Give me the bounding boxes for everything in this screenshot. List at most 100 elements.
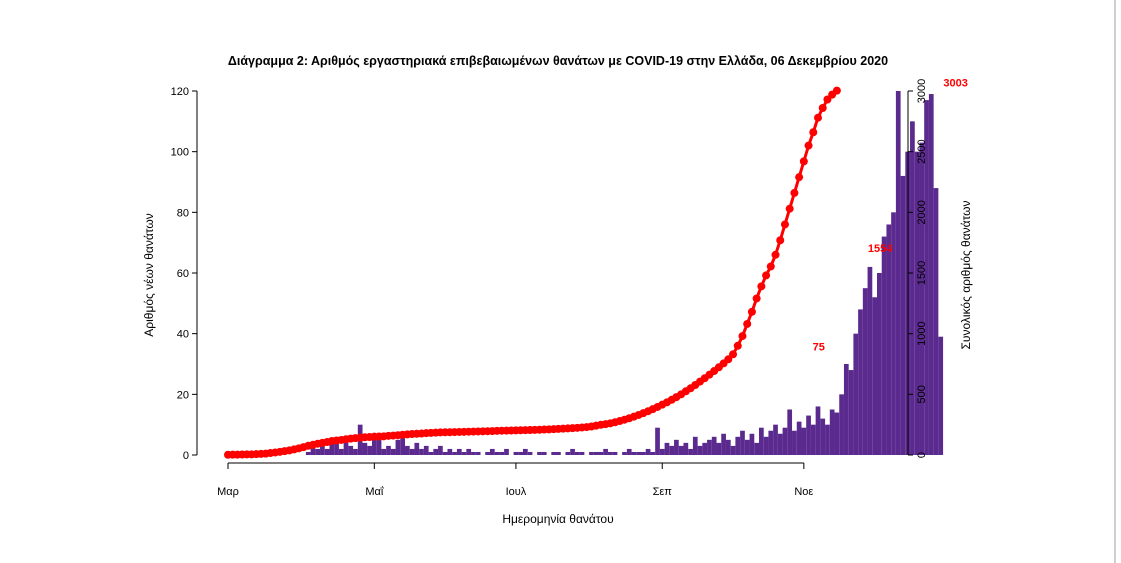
bar [489, 448, 495, 455]
bar [711, 436, 717, 455]
bar [419, 448, 424, 455]
annotation-label: 3003 [943, 78, 967, 90]
bar [773, 424, 778, 455]
bar [381, 448, 387, 455]
bar [409, 448, 415, 455]
bar [305, 451, 311, 455]
bar [371, 439, 377, 455]
bar [589, 451, 594, 455]
bar [735, 436, 741, 455]
bar [777, 433, 783, 455]
bar [329, 439, 335, 455]
bar [603, 448, 608, 455]
bar [721, 433, 726, 455]
cumulative-point [814, 113, 822, 122]
bar [674, 439, 679, 455]
bar [556, 451, 561, 455]
bar [570, 448, 575, 455]
bar [829, 409, 835, 455]
bar [518, 451, 523, 455]
bar [466, 448, 472, 455]
bar [438, 445, 443, 455]
bar [659, 448, 665, 455]
bar [678, 445, 684, 455]
cumulative-point [795, 173, 804, 182]
cumulative-point [780, 220, 789, 229]
page-edge-rule [1114, 0, 1116, 563]
bar [669, 445, 675, 455]
bar [523, 448, 528, 455]
cumulative-point [785, 204, 794, 213]
y-tick-label: 40 [177, 329, 189, 341]
bar [895, 91, 901, 455]
cumulative-point [757, 282, 766, 291]
bar [688, 448, 693, 455]
bar [867, 266, 873, 455]
bar [551, 451, 557, 455]
bar [348, 445, 354, 455]
cumulative-point [832, 86, 841, 95]
cumulative-point [747, 307, 756, 316]
bar [461, 451, 467, 455]
bar [456, 448, 462, 455]
bar [376, 433, 382, 455]
bar [631, 451, 637, 455]
cumulative-line [227, 89, 838, 457]
bar [504, 448, 509, 455]
bar [641, 451, 646, 455]
bar [702, 442, 708, 455]
bar [881, 236, 887, 455]
bar [579, 451, 585, 455]
x-tick-label: Ιουλ [506, 486, 527, 498]
cumulative-point [752, 294, 761, 303]
bar [645, 448, 651, 455]
y2-tick-label: 1500 [916, 261, 928, 285]
bar [900, 175, 906, 455]
y-tick-label: 60 [177, 268, 189, 280]
cumulative-point [790, 188, 799, 197]
bar [324, 448, 330, 455]
bar [928, 94, 934, 456]
bar [919, 142, 925, 456]
y-tick-label: 0 [183, 450, 189, 462]
cumulative-series [224, 86, 841, 459]
bar [612, 451, 618, 455]
bar [744, 439, 750, 455]
bar [716, 442, 722, 455]
annotation-label: 1554 [868, 243, 893, 255]
bar [834, 412, 840, 455]
y2-tick-label: 0 [916, 452, 928, 458]
bar [499, 451, 505, 455]
bar [593, 451, 599, 455]
bar [414, 442, 420, 455]
bar [423, 445, 429, 455]
bar [664, 442, 670, 455]
cumulative-point [738, 332, 747, 341]
y-tick-label: 80 [177, 207, 189, 219]
bar [697, 445, 703, 455]
bar [626, 448, 632, 455]
y-tick-label: 100 [171, 147, 189, 159]
bar [320, 442, 325, 455]
bar [796, 421, 802, 455]
bar [910, 121, 915, 455]
bar [759, 427, 764, 455]
bar [442, 451, 448, 455]
y2-tick-label: 1000 [916, 321, 928, 345]
bar [428, 451, 434, 455]
bar [725, 439, 731, 455]
bar [806, 415, 811, 455]
bar [792, 430, 797, 455]
bar [801, 427, 807, 455]
bar [447, 448, 453, 455]
bar [527, 451, 533, 455]
bar [683, 442, 689, 455]
bar-series [305, 91, 944, 456]
x-tick-label: Νοε [794, 486, 813, 498]
bar [749, 433, 755, 455]
bar [872, 297, 877, 455]
bar [485, 451, 490, 455]
bar [862, 288, 868, 455]
bar [537, 451, 542, 455]
bar [787, 409, 793, 455]
